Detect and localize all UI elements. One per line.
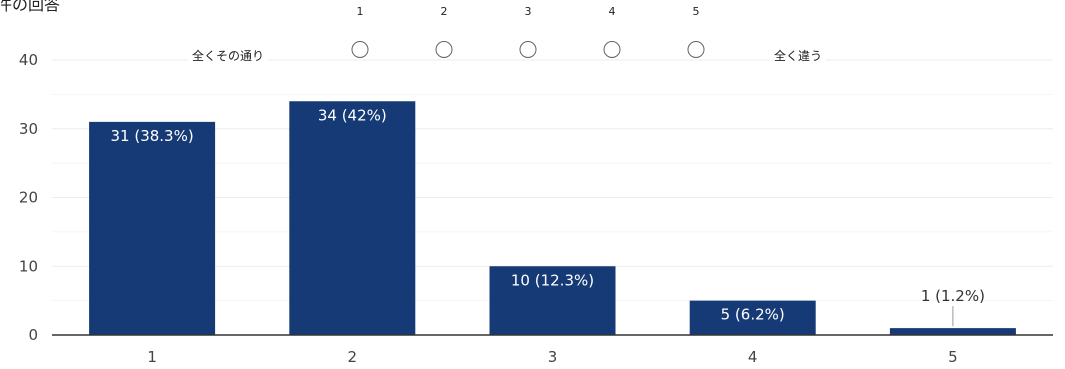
bars (89, 101, 1016, 335)
bar-2 (289, 101, 416, 335)
scale-radio-3[interactable] (519, 41, 537, 58)
y-tick-label: 20 (19, 189, 38, 207)
scale-option-number: 5 (692, 5, 700, 18)
bar-3 (489, 266, 616, 335)
bar-5 (889, 328, 1016, 335)
scale-left-label: 全くその通り (188, 47, 269, 64)
x-tick-label: 2 (348, 348, 358, 366)
scale-option-number: 2 (440, 5, 448, 18)
bar-data-label: 5 (6.2%) (721, 306, 785, 324)
x-axis-tick-labels: 1 2 3 4 5 (147, 348, 957, 366)
bar-data-label: 1 (1.2%) (921, 287, 985, 305)
bar-4 (689, 300, 816, 335)
bar-data-label: 34 (42%) (318, 106, 387, 124)
bar-data-labels: 31 (38.3%) 34 (42%) 10 (12.3%) 5 (6.2%) 1 (1… (110, 106, 985, 327)
bar-1 (89, 121, 216, 335)
scale-option-number: 3 (524, 5, 532, 18)
bar-data-label: 31 (38.3%) (110, 127, 193, 145)
y-tick-label: 30 (19, 120, 38, 138)
x-tick-label: 3 (548, 348, 558, 366)
y-tick-label: 40 (19, 51, 38, 69)
scale-right-label: 全く違う (770, 47, 827, 64)
y-axis-tick-labels: 0 10 20 30 40 (19, 51, 38, 344)
x-tick-label: 1 (147, 348, 157, 366)
scale-radio-2[interactable] (435, 41, 453, 58)
y-tick-label: 10 (19, 257, 38, 275)
x-tick-label: 4 (748, 348, 758, 366)
bar-data-label: 10 (12.3%) (511, 271, 594, 289)
scale-radio-4[interactable] (603, 41, 621, 58)
scale-radio-1[interactable] (351, 41, 369, 58)
scale-option-number: 1 (356, 5, 364, 18)
scale-option-number: 4 (608, 5, 616, 18)
y-tick-label: 0 (28, 326, 38, 344)
scale-radio-5[interactable] (687, 41, 705, 58)
linear-scale-question: 全くその通り 1 2 3 4 5 全く違う (0, 0, 1065, 80)
response-count-title: 件の回答 (0, 0, 61, 14)
x-tick-label: 5 (948, 348, 958, 366)
